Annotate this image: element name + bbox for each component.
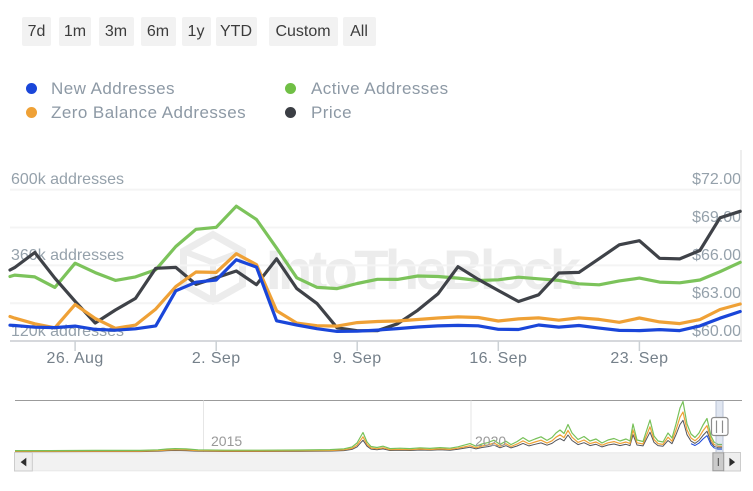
svg-text:IntoTheBlock: IntoTheBlock — [266, 238, 582, 301]
